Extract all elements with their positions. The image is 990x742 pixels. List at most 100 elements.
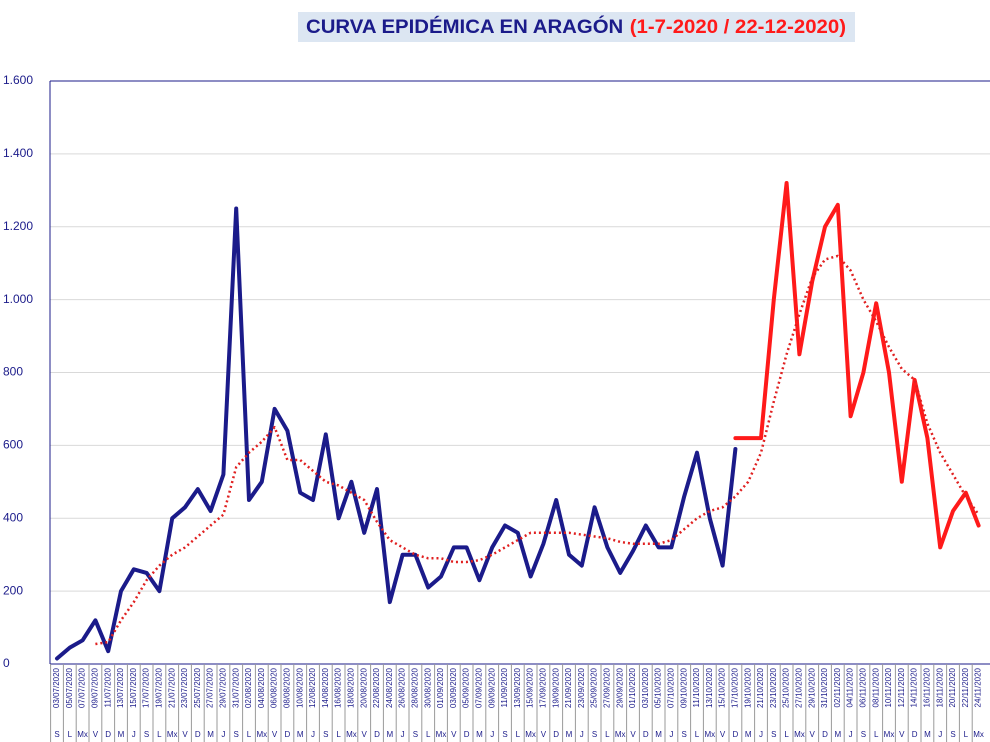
weekday-label: V (541, 730, 547, 739)
x-tick-label: 17/09/2020 (539, 667, 548, 708)
weekday-label: L (426, 730, 431, 739)
x-tick-label: 27/07/2020 (206, 667, 215, 708)
x-tick-label: 19/07/2020 (155, 667, 164, 708)
weekday-label: V (810, 730, 816, 739)
x-tick-label: 18/11/2020 (935, 667, 944, 707)
weekday-label: M (476, 730, 483, 739)
weekday-label: J (401, 730, 405, 739)
weekday-label: S (144, 730, 149, 739)
x-tick-label: 04/08/2020 (257, 667, 266, 708)
title-box (298, 12, 855, 42)
y-tick-label: 400 (3, 510, 23, 524)
weekday-label: S (861, 730, 866, 739)
x-tick-label: 04/11/2020 (846, 667, 855, 707)
weekday-label: S (950, 730, 955, 739)
weekday-label: Mx (615, 730, 626, 739)
x-tick-label: 01/10/2020 (628, 667, 637, 708)
x-tick-label: 19/09/2020 (551, 667, 560, 708)
x-tick-label: 23/09/2020 (577, 667, 586, 708)
weekday-label: V (272, 730, 278, 739)
x-tick-label: 15/09/2020 (526, 667, 535, 708)
weekday-label: Mx (77, 730, 88, 739)
title-dates: (1-7-2020 / 22-12-2020) (630, 17, 846, 38)
weekday-label: L (516, 730, 521, 739)
x-tick-label: 08/11/2020 (871, 667, 880, 707)
data-line (55, 206, 738, 661)
x-tick-label: 26/08/2020 (398, 667, 407, 708)
x-tick-label: 24/11/2020 (974, 667, 983, 707)
weekday-label: D (733, 730, 739, 739)
x-tick-label: 14/11/2020 (910, 667, 919, 707)
y-tick-label: 200 (3, 583, 23, 597)
weekday-label: Mx (436, 730, 447, 739)
weekday-label: L (157, 730, 162, 739)
x-tick-label: 02/08/2020 (244, 667, 253, 708)
y-tick-label: 1.000 (3, 292, 33, 306)
weekday-label: L (874, 730, 879, 739)
weekday-label: L (695, 730, 700, 739)
x-tick-label: 05/07/2020 (65, 667, 74, 708)
x-tick-label: 03/10/2020 (641, 667, 650, 708)
weekday-label: D (374, 730, 380, 739)
x-tick-label: 08/08/2020 (283, 667, 292, 708)
x-tick-label: 15/10/2020 (718, 667, 727, 708)
weekday-label: J (132, 730, 136, 739)
x-tick-label: 03/09/2020 (449, 667, 458, 708)
weekday-label: D (464, 730, 470, 739)
x-tick-label: 07/09/2020 (475, 667, 484, 708)
weekday-label: L (784, 730, 789, 739)
x-tick-label: 22/11/2020 (961, 667, 970, 707)
x-tick-label: 12/08/2020 (308, 667, 317, 708)
x-tick-label: 27/10/2020 (795, 667, 804, 708)
x-tick-label: 16/11/2020 (923, 667, 932, 707)
weekday-label: L (247, 730, 252, 739)
weekday-label: D (643, 730, 649, 739)
weekday-label: V (182, 730, 188, 739)
weekday-label: J (669, 730, 673, 739)
weekday-label: S (502, 730, 507, 739)
weekday-label: V (362, 730, 368, 739)
title-main: CURVA EPIDÉMICA EN ARAGÓN (306, 16, 623, 38)
x-tick-label: 17/10/2020 (731, 667, 740, 708)
x-tick-label: 20/08/2020 (359, 667, 368, 708)
x-tick-label: 07/10/2020 (667, 667, 676, 708)
weekday-label: V (630, 730, 636, 739)
x-tick-label: 25/07/2020 (193, 667, 202, 708)
x-tick-label: 24/08/2020 (385, 667, 394, 708)
data-line (733, 181, 981, 550)
weekday-label: D (285, 730, 291, 739)
x-tick-label: 15/07/2020 (129, 667, 138, 708)
weekday-label: Mx (884, 730, 895, 739)
weekday-label: D (822, 730, 828, 739)
weekday-label: M (924, 730, 931, 739)
x-tick-label: 10/08/2020 (295, 667, 304, 708)
x-tick-label: 13/07/2020 (116, 667, 125, 708)
weekday-label: M (118, 730, 125, 739)
weekday-label: S (323, 730, 328, 739)
y-tick-label: 1.200 (3, 219, 33, 233)
weekday-label: Mx (704, 730, 715, 739)
y-tick-label: 1.400 (3, 146, 33, 160)
x-tick-label: 20/11/2020 (948, 667, 957, 707)
x-tick-label: 12/11/2020 (897, 667, 906, 707)
y-tick-label: 800 (3, 365, 23, 379)
weekday-label: Mx (525, 730, 536, 739)
weekday-label: Mx (794, 730, 805, 739)
weekday-label: D (105, 730, 111, 739)
x-tick-label: 22/08/2020 (372, 667, 381, 708)
weekday-label: M (655, 730, 662, 739)
weekday-label: J (759, 730, 763, 739)
x-tick-label: 29/10/2020 (807, 667, 816, 708)
x-tick-label: 30/08/2020 (423, 667, 432, 708)
weekday-label: S (54, 730, 59, 739)
weekday-label: L (605, 730, 610, 739)
weekday-label: D (553, 730, 559, 739)
x-tick-label: 11/07/2020 (103, 667, 112, 707)
x-tick-label: 25/10/2020 (782, 667, 791, 708)
weekday-label: J (311, 730, 315, 739)
x-tick-label: 27/09/2020 (603, 667, 612, 708)
x-tick-label: 11/09/2020 (500, 667, 509, 707)
weekday-label: Mx (167, 730, 178, 739)
x-tick-label: 19/10/2020 (743, 667, 752, 708)
